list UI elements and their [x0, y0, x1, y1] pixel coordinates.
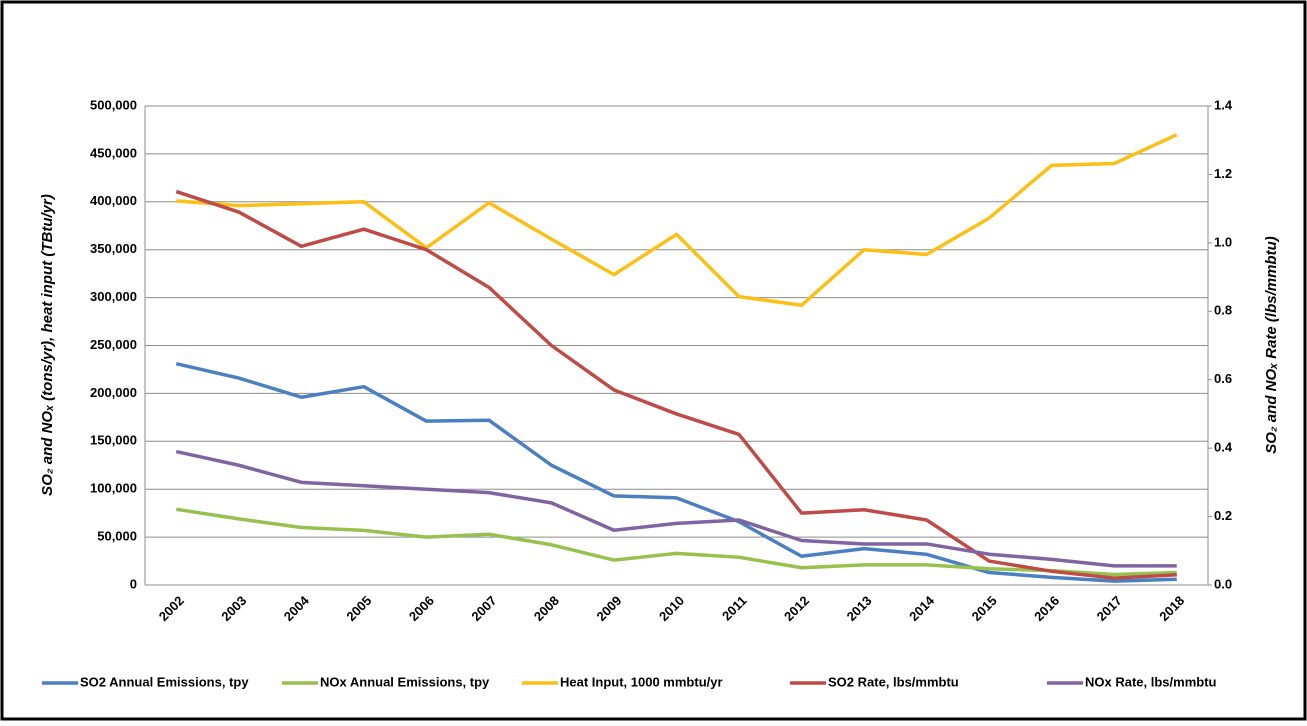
y-tick-label: 0 [130, 576, 137, 591]
y2-tick-label: 0.8 [1214, 303, 1232, 318]
y-tick-label: 400,000 [90, 193, 137, 208]
y2-tick-label: 0.2 [1214, 508, 1232, 523]
y-tick-label: 150,000 [90, 433, 137, 448]
legend-label: NOx Annual Emissions, tpy [320, 674, 490, 689]
series-line [175, 449, 1177, 568]
series-line [176, 133, 1178, 308]
y-tick-label: 100,000 [90, 481, 137, 496]
y2-tick-label: 0.0 [1214, 576, 1232, 591]
y2-tick-label: 1.2 [1214, 166, 1232, 181]
y2-tick-label: 1.0 [1214, 234, 1232, 249]
legend-label: Heat Input, 1000 mmbtu/yr [560, 674, 723, 689]
series-line [175, 189, 1177, 580]
y-tick-label: 300,000 [90, 289, 137, 304]
y2-tick-label: 1.4 [1214, 97, 1233, 112]
legend-label: SO2 Rate, lbs/mmbtu [828, 674, 959, 689]
y-tick-label: 50,000 [97, 529, 137, 544]
series-line [175, 361, 1177, 583]
legend-label: SO2 Annual Emissions, tpy [80, 674, 249, 689]
y-axis-label: SO₂ and NOₓ (tons/yr), heat input (TBtu/… [39, 194, 56, 496]
legend-label: NOx Rate, lbs/mmbtu [1085, 674, 1217, 689]
series-line [175, 507, 1177, 577]
y-tick-label: 350,000 [90, 241, 137, 256]
y-tick-label: 250,000 [90, 337, 137, 352]
y-tick-label: 200,000 [90, 385, 137, 400]
y2-axis-label: SO₂ and NOₓ Rate (lbs/mmbtu) [1263, 236, 1280, 454]
y-tick-label: 450,000 [90, 145, 137, 160]
y2-tick-label: 0.6 [1214, 371, 1232, 386]
y2-tick-label: 0.4 [1214, 440, 1233, 455]
y-tick-label: 500,000 [90, 97, 137, 112]
